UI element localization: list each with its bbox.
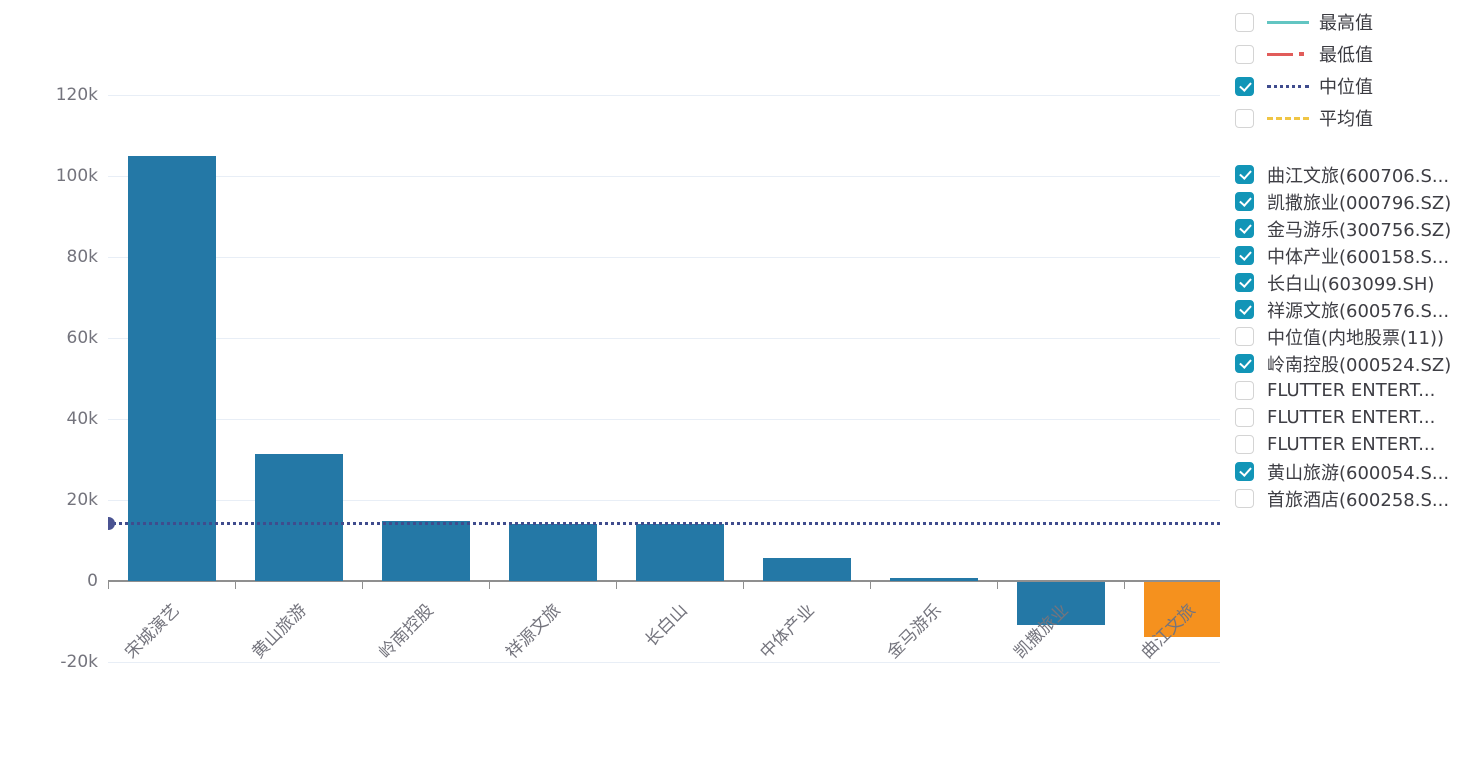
legend-item[interactable]: FLUTTER ENTERT... (1235, 404, 1477, 431)
legend-item-label: FLUTTER ENTERT... (1267, 380, 1436, 401)
gridline (108, 176, 1220, 177)
checkbox-checked[interactable] (1235, 354, 1254, 373)
legend-item[interactable]: 首旅酒店(600258.S... (1235, 485, 1477, 512)
gridline (108, 662, 1220, 663)
bar-chart: 宋城演艺 黄山旅游 岭南控股 祥源文旅 长白山 中体产业 金马游乐 凯撒旅业 曲江文旅 (108, 0, 1220, 763)
legend-item[interactable]: 曲江文旅(600706.S... (1235, 161, 1477, 188)
bar-长白山[interactable] (635, 523, 724, 581)
checkbox-checked[interactable] (1235, 462, 1254, 481)
legend-item-label: FLUTTER ENTERT... (1267, 407, 1436, 428)
checkbox-checked[interactable] (1235, 246, 1254, 265)
checkbox-checked[interactable] (1235, 273, 1254, 292)
legend-item-label: 金马游乐(300756.SZ) (1267, 219, 1452, 241)
legend-panel: 最高值最低值中位值平均值 曲江文旅(600706.S... 凯撒旅业(000796… (1235, 6, 1477, 512)
x-axis-tick (616, 581, 617, 589)
x-axis-tick (997, 581, 998, 589)
checkbox-checked[interactable] (1235, 165, 1254, 184)
bar-岭南控股[interactable] (381, 521, 470, 581)
legend-item-label: FLUTTER ENTERT... (1267, 434, 1436, 455)
y-axis-tick-label: 100k (55, 166, 98, 186)
legend-item-label: 岭南控股(000524.SZ) (1267, 354, 1452, 376)
legend-item-label: 平均值 (1319, 109, 1373, 130)
legend-item[interactable]: 黄山旅游(600054.S... (1235, 458, 1477, 485)
x-axis-tick (362, 581, 363, 589)
legend-item[interactable]: 中位值 (1235, 70, 1477, 102)
checkbox-unchecked[interactable] (1235, 381, 1254, 400)
x-axis-tick (743, 581, 744, 589)
x-axis-tick (1124, 581, 1125, 589)
y-axis-tick-label: 60k (66, 328, 98, 348)
legend-item[interactable]: 最低值 (1235, 38, 1477, 70)
legend-item-label: 最低值 (1319, 45, 1373, 66)
x-axis-tick (489, 581, 490, 589)
legend-item[interactable]: 凯撒旅业(000796.SZ) (1235, 188, 1477, 215)
bar-祥源文旅[interactable] (508, 523, 597, 581)
y-axis-tick-label: -20k (60, 652, 98, 672)
x-axis-line (108, 580, 1220, 582)
checkbox-checked[interactable] (1235, 76, 1254, 96)
legend-item-label: 中体产业(600158.S... (1267, 246, 1450, 268)
median-line-dot (108, 516, 115, 530)
y-axis-tick-label: 20k (66, 490, 98, 510)
legend-item[interactable]: FLUTTER ENTERT... (1235, 431, 1477, 458)
legend-item[interactable]: 祥源文旅(600576.S... (1235, 296, 1477, 323)
y-axis-tick-label: 80k (66, 247, 98, 267)
y-axis-tick-label: 120k (55, 85, 98, 105)
x-axis-tick (870, 581, 871, 589)
legend-item-label: 中位值 (1319, 77, 1373, 98)
legend-item[interactable]: 最高值 (1235, 6, 1477, 38)
checkbox-unchecked[interactable] (1235, 12, 1254, 32)
median-line (108, 521, 1220, 525)
legend-item-label: 长白山(603099.SH) (1267, 273, 1435, 295)
legend-item-label: 凯撒旅业(000796.SZ) (1267, 192, 1452, 214)
bar-金马游乐[interactable] (889, 578, 978, 581)
dotted-line-icon (1267, 84, 1309, 88)
checkbox-unchecked[interactable] (1235, 108, 1254, 128)
stat-line-legend: 最高值最低值中位值平均值 (1235, 6, 1477, 134)
dashed-line-icon (1267, 116, 1309, 120)
legend-item[interactable]: FLUTTER ENTERT... (1235, 377, 1477, 404)
legend-item-label: 曲江文旅(600706.S... (1267, 165, 1450, 187)
gridline (108, 95, 1220, 96)
gridline (108, 419, 1220, 420)
gridline (108, 500, 1220, 501)
legend-item-label: 祥源文旅(600576.S... (1267, 300, 1450, 322)
dash-dot-line-icon (1267, 52, 1309, 56)
checkbox-unchecked[interactable] (1235, 44, 1254, 64)
legend-item[interactable]: 长白山(603099.SH) (1235, 269, 1477, 296)
checkbox-unchecked[interactable] (1235, 489, 1254, 508)
legend-item[interactable]: 中体产业(600158.S... (1235, 242, 1477, 269)
x-axis-tick (235, 581, 236, 589)
legend-item[interactable]: 岭南控股(000524.SZ) (1235, 350, 1477, 377)
checkbox-unchecked[interactable] (1235, 327, 1254, 346)
legend-item-label: 中位值(内地股票(11)) (1267, 327, 1444, 349)
gridline (108, 257, 1220, 258)
checkbox-unchecked[interactable] (1235, 408, 1254, 427)
legend-item-label: 最高值 (1319, 13, 1373, 34)
bar-凯撒旅业[interactable] (1016, 582, 1105, 625)
bar-黄山旅游[interactable] (254, 453, 343, 581)
x-axis-tick (108, 581, 109, 589)
bar-中体产业[interactable] (762, 557, 851, 581)
gridline (108, 338, 1220, 339)
checkbox-unchecked[interactable] (1235, 435, 1254, 454)
bar-曲江文旅[interactable] (1143, 582, 1220, 637)
y-axis-tick-label: 0 (87, 571, 98, 591)
 (1299, 52, 1304, 56)
legend-item[interactable]: 中位值(内地股票(11)) (1235, 323, 1477, 350)
 (1267, 52, 1293, 56)
solid-line-icon (1267, 20, 1309, 24)
checkbox-checked[interactable] (1235, 219, 1254, 238)
y-axis-tick-label: 40k (66, 409, 98, 429)
checkbox-checked[interactable] (1235, 300, 1254, 319)
legend-item-label: 黄山旅游(600054.S... (1267, 462, 1450, 484)
legend-item[interactable]: 金马游乐(300756.SZ) (1235, 215, 1477, 242)
checkbox-checked[interactable] (1235, 192, 1254, 211)
plot-area (108, 0, 1220, 763)
legend-item[interactable]: 平均值 (1235, 102, 1477, 134)
legend-item-label: 首旅酒店(600258.S... (1267, 489, 1450, 511)
bar-宋城演艺[interactable] (127, 155, 216, 581)
series-legend: 曲江文旅(600706.S... 凯撒旅业(000796.SZ) 金马游乐(3007… (1235, 161, 1477, 512)
